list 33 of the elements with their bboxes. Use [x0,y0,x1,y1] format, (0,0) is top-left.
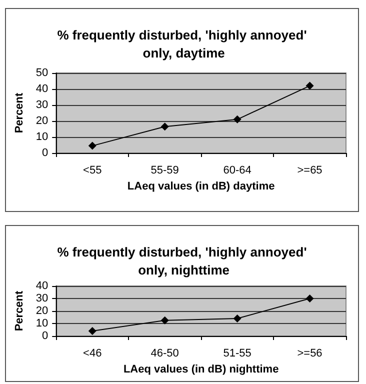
chart-title: % frequently disturbed, 'highly annoyed' only, nighttime [57,244,307,278]
x-axis-title: LAeq values (in dB) daytime [127,180,275,192]
y-tick-label: 20 [36,305,48,317]
x-axis-title: LAeq values (in dB) nighttime [123,364,279,376]
x-tick-label: 46-50 [150,348,179,360]
point [88,327,96,335]
point [233,115,242,124]
y-tick-label: 0 [42,330,48,342]
x-tick-label: <55 [83,164,102,176]
x-tick-label: >=56 [297,348,322,360]
x-tick-label: >=65 [297,164,322,176]
x-tick-label: 51-55 [223,348,252,360]
point [306,294,314,302]
y-axis-title: Percent [14,290,26,332]
y-tick-label: 10 [36,318,48,330]
x-tick-label: <46 [83,348,102,360]
y-tick-label: 0 [42,147,48,159]
y-tick-label: 30 [36,99,48,111]
y-tick-label: 20 [36,115,48,127]
y-tick-label: 40 [36,280,48,292]
x-tick-label: 60-64 [223,164,252,176]
x-tick-label: 55-59 [150,164,179,176]
point [160,122,169,131]
chart-title: % frequently disturbed, 'highly annoyed' only, daytime [57,28,307,60]
point [160,316,169,324]
y-axis-title: Percent [14,92,26,134]
y-tick-label: 50 [36,67,48,79]
y-tick-label: 40 [36,83,48,95]
point [233,314,242,322]
point [306,82,314,90]
y-tick-label: 30 [36,292,48,304]
y-tick-label: 10 [36,131,48,143]
point [88,142,96,150]
